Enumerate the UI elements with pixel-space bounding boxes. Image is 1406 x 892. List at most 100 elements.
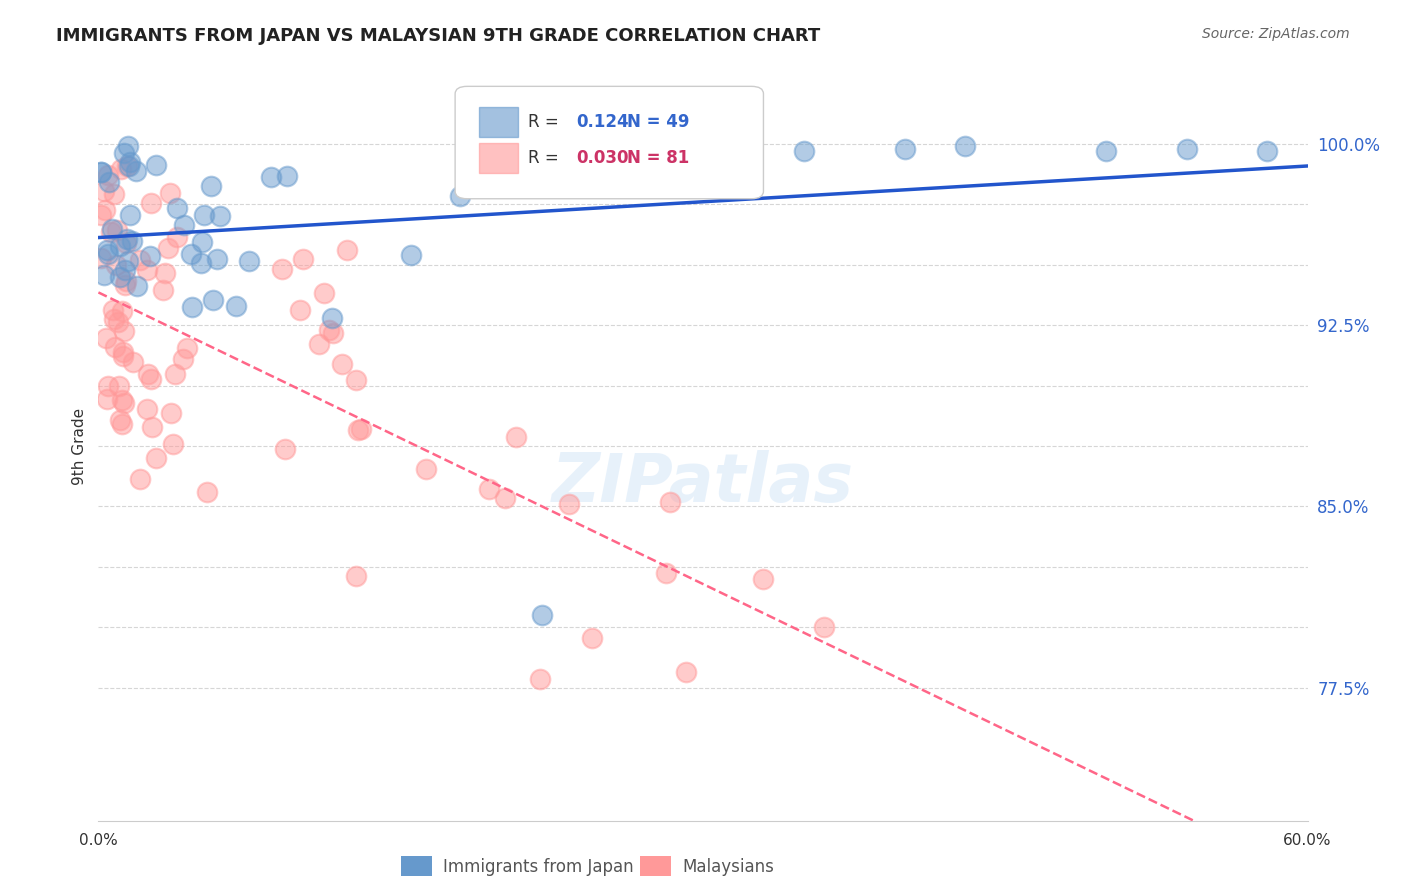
Point xyxy=(190,256,212,270)
Point xyxy=(114,235,136,250)
Point xyxy=(93,268,115,282)
Point xyxy=(209,209,232,223)
Point xyxy=(163,367,186,381)
Text: 0.0%: 0.0% xyxy=(79,833,118,847)
Point xyxy=(274,442,297,456)
Point xyxy=(115,159,138,173)
Point xyxy=(290,303,312,318)
Point xyxy=(96,243,118,257)
Point xyxy=(655,566,678,581)
Point xyxy=(238,254,260,268)
Point xyxy=(118,160,141,174)
Point xyxy=(90,251,112,265)
Text: Malaysians: Malaysians xyxy=(682,858,773,876)
Point xyxy=(270,262,292,277)
Point xyxy=(112,145,135,160)
Point xyxy=(138,249,160,263)
Point xyxy=(97,247,120,261)
Text: Source: ZipAtlas.com: Source: ZipAtlas.com xyxy=(1202,27,1350,41)
Text: 0.124: 0.124 xyxy=(576,113,628,131)
Point xyxy=(122,354,145,368)
FancyBboxPatch shape xyxy=(456,87,763,199)
Point xyxy=(139,372,162,386)
Point xyxy=(96,392,118,406)
Point xyxy=(121,234,143,248)
Point xyxy=(115,232,138,246)
Point xyxy=(153,266,176,280)
Point xyxy=(145,158,167,172)
Point xyxy=(893,142,915,156)
Point xyxy=(166,230,188,244)
Bar xyxy=(479,143,517,172)
Point xyxy=(90,165,112,179)
Point xyxy=(94,202,117,217)
Point xyxy=(97,379,120,393)
Text: ZIPatlas: ZIPatlas xyxy=(553,450,853,516)
Point xyxy=(1095,144,1118,158)
Point xyxy=(100,222,122,236)
Point xyxy=(308,337,330,351)
Point xyxy=(105,258,128,272)
Point xyxy=(505,430,527,444)
Point xyxy=(159,186,181,201)
Point xyxy=(581,632,603,646)
Point xyxy=(953,139,976,153)
Text: R =: R = xyxy=(527,113,564,131)
Point xyxy=(98,176,121,190)
Point xyxy=(180,247,202,261)
Point xyxy=(100,225,122,239)
Point xyxy=(1256,144,1278,158)
Point xyxy=(350,421,373,435)
Point xyxy=(114,262,136,277)
Point xyxy=(145,450,167,465)
Point xyxy=(112,395,135,409)
Point xyxy=(162,437,184,451)
Point xyxy=(529,673,551,687)
Point xyxy=(558,497,581,511)
Point xyxy=(135,263,157,277)
Point xyxy=(176,341,198,355)
Point xyxy=(793,144,815,158)
Point xyxy=(225,300,247,314)
Point xyxy=(530,608,553,623)
Point xyxy=(494,491,516,505)
Point xyxy=(97,169,120,183)
Text: N = 81: N = 81 xyxy=(627,149,689,167)
Text: N = 49: N = 49 xyxy=(627,113,689,131)
Point xyxy=(330,357,353,371)
Point xyxy=(202,293,225,307)
Point xyxy=(108,238,131,252)
Point xyxy=(125,279,148,293)
Point xyxy=(160,406,183,420)
Y-axis label: 9th Grade: 9th Grade xyxy=(72,408,87,484)
Point xyxy=(193,208,215,222)
Point xyxy=(108,270,131,285)
Point xyxy=(166,202,188,216)
Point xyxy=(415,462,437,476)
Point xyxy=(181,300,204,314)
Point xyxy=(112,349,135,363)
Text: R =: R = xyxy=(527,149,564,167)
Point xyxy=(344,569,367,583)
Point xyxy=(321,310,343,325)
Point xyxy=(152,283,174,297)
Point xyxy=(276,169,298,184)
Point xyxy=(346,423,368,437)
Point xyxy=(105,223,128,237)
Point xyxy=(112,324,135,338)
Point xyxy=(104,340,127,354)
Point xyxy=(200,178,222,193)
Point xyxy=(118,155,141,169)
Point xyxy=(195,484,218,499)
Point xyxy=(103,302,125,317)
Point xyxy=(111,304,134,318)
Point xyxy=(90,165,112,179)
Point xyxy=(124,164,146,178)
Point xyxy=(139,196,162,211)
Point xyxy=(111,392,134,407)
Point xyxy=(103,312,125,326)
Text: 0.030: 0.030 xyxy=(576,149,628,167)
Point xyxy=(114,277,136,292)
Point xyxy=(94,330,117,344)
Point xyxy=(449,189,471,203)
